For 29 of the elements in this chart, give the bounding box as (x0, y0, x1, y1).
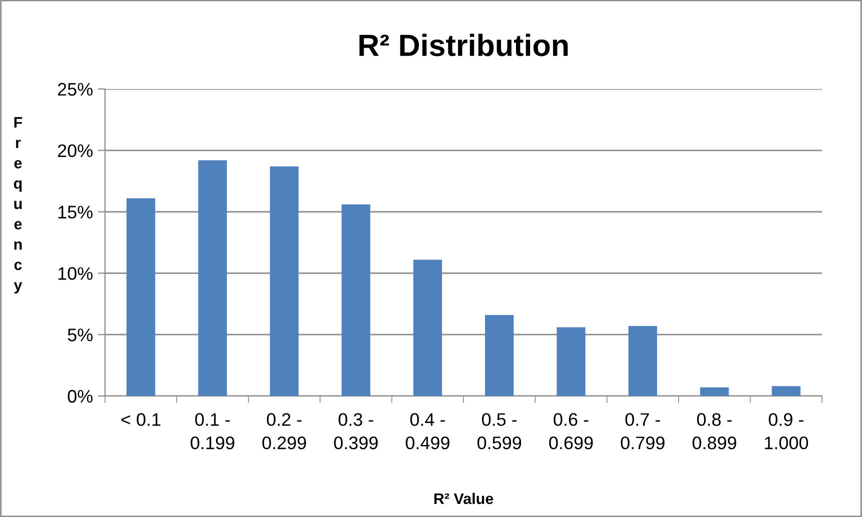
bar (270, 166, 299, 396)
y-tick-label: 20% (58, 144, 93, 158)
bar (628, 326, 658, 396)
y-tick-label: 25% (58, 82, 93, 96)
y-tick-label: 10% (58, 267, 93, 280)
x-tick-label: 0.7 - 0.799 (620, 413, 664, 450)
x-tick-label: 0.3 - 0.399 (334, 413, 378, 450)
bar (342, 204, 370, 396)
bar (126, 198, 156, 396)
x-axis-title: R² Value (434, 492, 494, 504)
x-tick-label: 0.4 - 0.499 (406, 413, 450, 450)
y-tick-label: 15% (58, 206, 93, 219)
x-tick-label: 0.1 - 0.199 (190, 413, 234, 450)
bar (772, 386, 800, 396)
x-tick-label: 0.6 - 0.699 (549, 413, 593, 450)
chart-title: R² Distribution (359, 34, 568, 56)
x-tick-label: < 0.1 (121, 413, 160, 426)
y-tick-label: 0% (68, 390, 93, 403)
bar (485, 314, 514, 396)
bar (700, 387, 729, 396)
x-tick-label: 0.2 - 0.299 (262, 413, 306, 450)
text: Frequency (14, 117, 22, 294)
bar (413, 260, 442, 396)
y-tick-label: 5% (68, 328, 93, 342)
x-tick-label: 0.5 - 0.599 (477, 413, 522, 450)
x-tick-label: 0.8 - 0.899 (692, 413, 736, 450)
bar (198, 160, 227, 396)
bar (556, 327, 586, 396)
x-tick-label: 0.9 - 1.000 (764, 413, 808, 450)
